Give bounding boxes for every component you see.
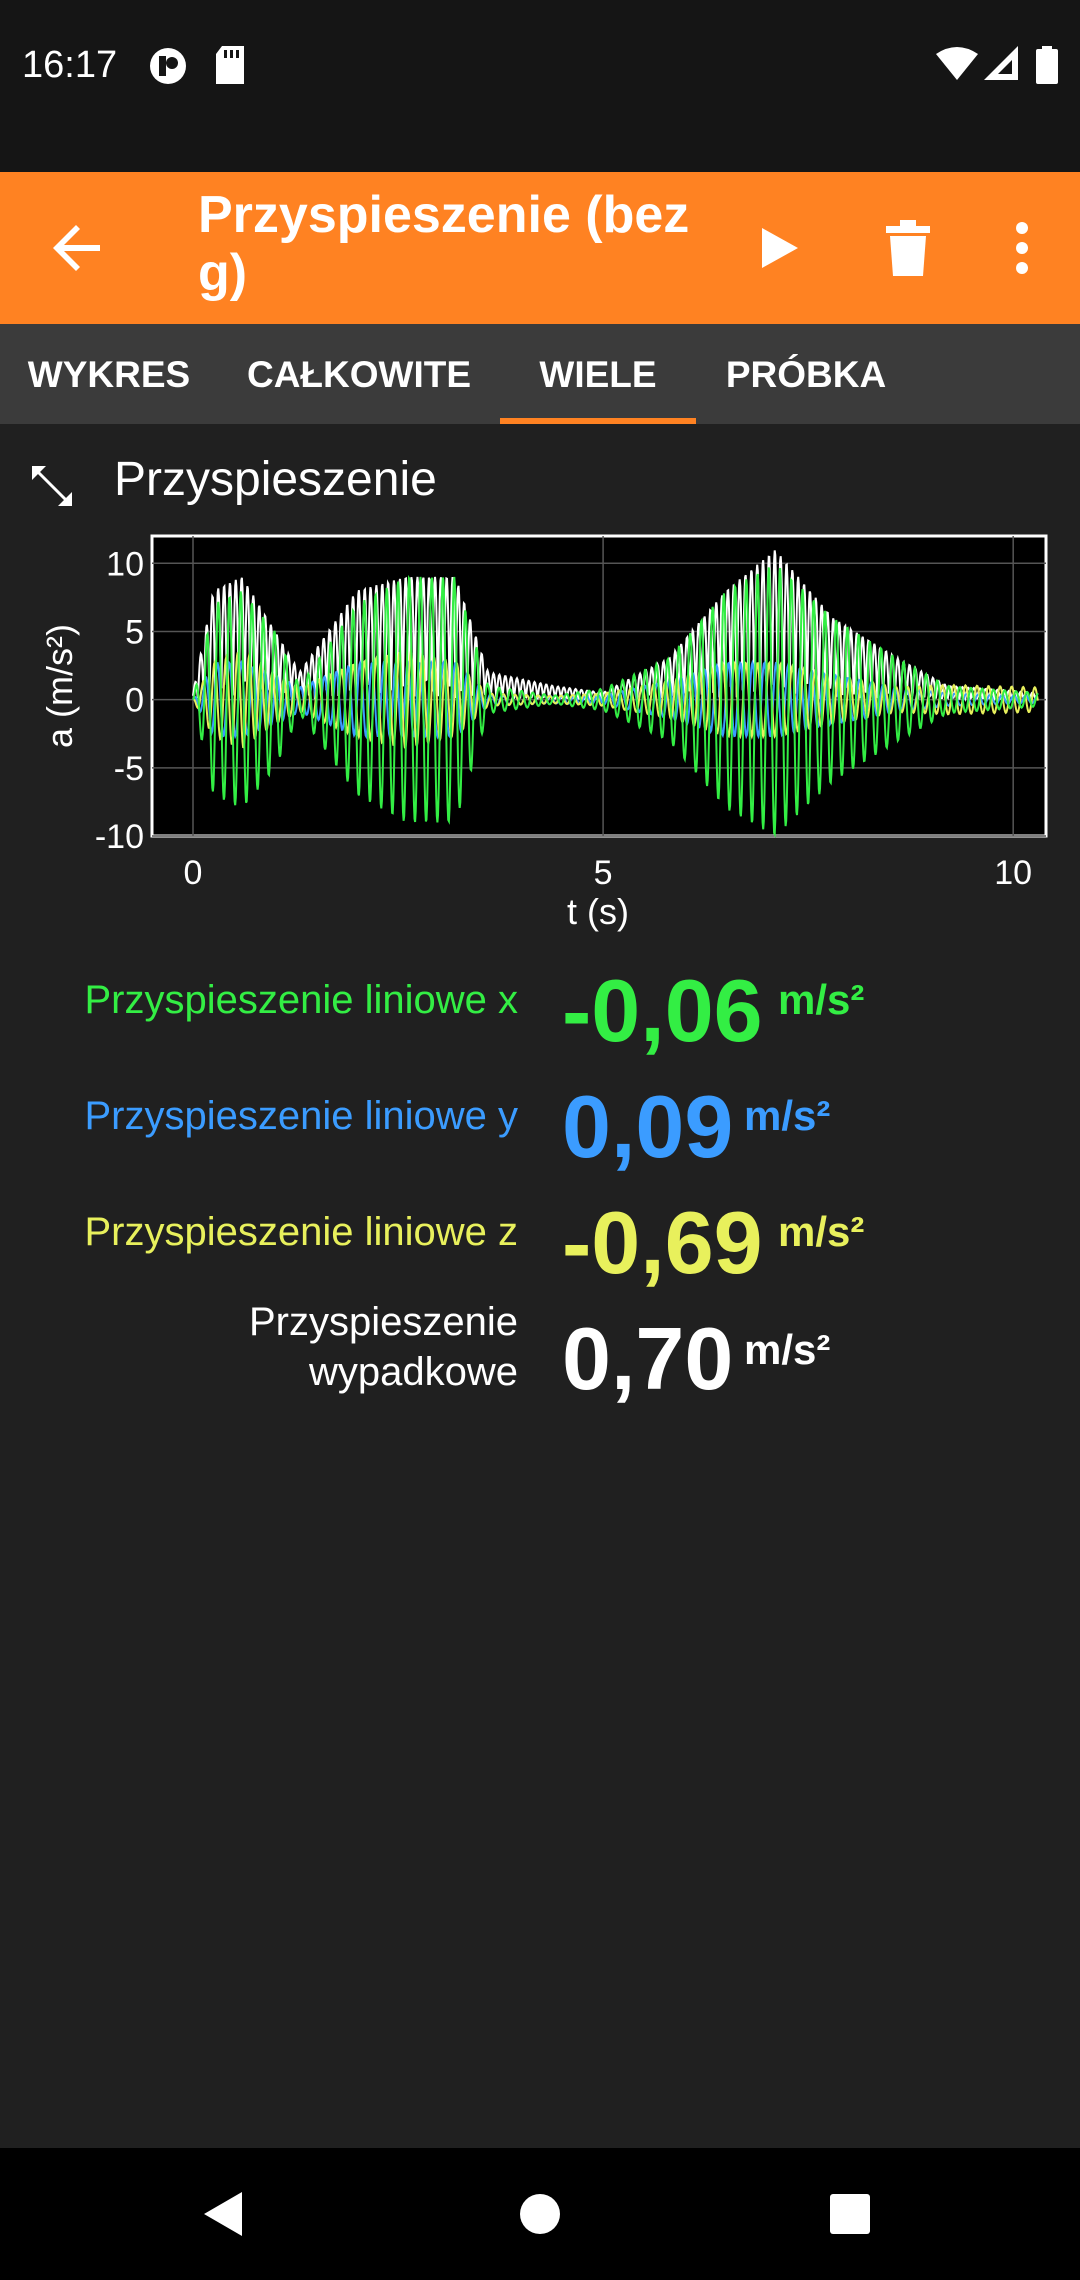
active-tab-indicator	[500, 418, 696, 424]
app-notification-icon	[150, 48, 186, 84]
y-tick-label: -5	[114, 750, 144, 788]
play-icon[interactable]	[748, 216, 812, 280]
series-line-0	[192, 567, 1039, 839]
more-vert-icon[interactable]	[1004, 216, 1040, 280]
readout-total-label-line1: Przyspieszenie	[248, 1300, 518, 1344]
tab-calkowite[interactable]: CAŁKOWITE	[246, 354, 472, 395]
back-arrow-icon[interactable]	[46, 216, 110, 280]
series-line-3	[192, 550, 1039, 703]
y-tick-labels: 10 5 0 -5 -10	[95, 545, 144, 856]
readout-y-label: Przyspieszenie liniowe y	[84, 1094, 518, 1138]
tab-probka[interactable]: PRÓBKA	[725, 354, 887, 395]
readout-z-label: Przyspieszenie liniowe z	[84, 1210, 518, 1254]
readout-y-unit: m/s²	[744, 1092, 831, 1139]
x-tick-label: 5	[594, 854, 613, 892]
readout-total-value: 0,70	[562, 1309, 734, 1408]
nav-recents-icon[interactable]	[814, 2178, 886, 2250]
app-bar: Przyspieszenie (bez g)	[0, 172, 1080, 324]
navigation-bar	[0, 2148, 1080, 2280]
battery-icon	[1036, 46, 1058, 84]
nav-back-icon[interactable]	[190, 2178, 262, 2250]
y-tick-label: 5	[125, 613, 144, 651]
expand-icon[interactable]	[28, 462, 76, 510]
x-tick-label: 0	[184, 854, 203, 892]
cell-signal-icon	[984, 46, 1018, 80]
status-time: 16:17	[22, 44, 118, 86]
x-tick-labels: 0 5 10	[184, 854, 1033, 892]
tab-bar: WYKRES CAŁKOWITE WIELE PRÓBKA	[0, 324, 1080, 424]
readout-x-label: Przyspieszenie liniowe x	[84, 978, 518, 1022]
y-axis-label: a (m/s²)	[39, 624, 80, 748]
nav-home-icon[interactable]	[504, 2178, 576, 2250]
y-tick-label: 0	[125, 682, 144, 720]
readout-y-value: 0,09	[562, 1077, 734, 1176]
readout-z-unit: m/s²	[778, 1208, 865, 1255]
readout-z-value: -0,69	[562, 1193, 763, 1292]
y-tick-label: -10	[95, 818, 144, 856]
wifi-icon	[936, 47, 978, 80]
series-layer	[192, 550, 1039, 839]
readout-x-value: -0,06	[562, 961, 763, 1060]
acceleration-chart[interactable]: 0 5 10 10 5 0 -5 -10 t (s) a (m/s²)	[0, 520, 1080, 940]
x-tick-label: 10	[994, 854, 1032, 892]
section-title: Przyspieszenie	[114, 453, 437, 506]
tab-wykres[interactable]: WYKRES	[27, 354, 191, 395]
tab-wiele[interactable]: WIELE	[500, 324, 696, 424]
x-axis-label: t (s)	[567, 891, 629, 932]
y-tick-label: 10	[106, 545, 144, 583]
readout-total-label-line2: wypadkowe	[308, 1350, 518, 1394]
sd-card-icon	[216, 46, 244, 84]
trash-icon[interactable]	[876, 216, 940, 280]
app-title: Przyspieszenie (bez g)	[198, 186, 690, 302]
status-bar: 16:17	[0, 0, 1080, 172]
readout-total-unit: m/s²	[744, 1326, 831, 1373]
readout-x-unit: m/s²	[778, 976, 865, 1023]
